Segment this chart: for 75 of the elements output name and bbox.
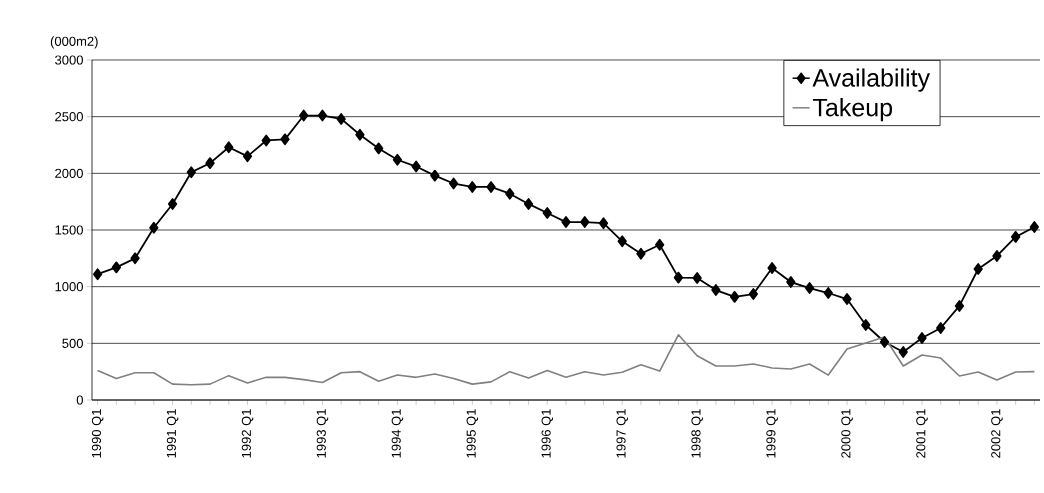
point	[954, 300, 965, 312]
point	[804, 282, 815, 294]
point	[280, 133, 290, 146]
point	[167, 198, 178, 210]
point	[224, 141, 234, 154]
legend-label: Availability	[812, 68, 930, 92]
point	[130, 252, 140, 265]
point	[448, 177, 459, 190]
y-tick-label: 0	[76, 395, 83, 405]
point	[711, 284, 721, 296]
x-tick-label: 2000 Q1	[841, 409, 853, 458]
x-tick-label: 1993 Q1	[316, 409, 329, 458]
point	[299, 109, 309, 122]
point	[411, 160, 421, 173]
point	[617, 235, 627, 248]
x-tick-label: 1990 Q1	[91, 409, 104, 458]
point	[748, 288, 759, 300]
x-tick-label: 1997 Q1	[616, 409, 628, 458]
point	[842, 293, 852, 305]
point	[261, 134, 271, 147]
y-tick-label: 1500	[55, 225, 83, 235]
point	[467, 181, 477, 193]
point	[317, 109, 328, 122]
y-tick-label: 1000	[55, 282, 83, 292]
point	[355, 128, 365, 141]
y-tick-label: 500	[62, 338, 83, 348]
point	[936, 322, 946, 334]
y-axis-title: (000m2)	[50, 36, 98, 49]
legend-label: Takeup	[812, 98, 893, 122]
point	[111, 261, 122, 274]
point	[580, 216, 590, 228]
point	[392, 153, 403, 166]
point	[486, 181, 496, 193]
point	[861, 319, 871, 331]
point	[242, 150, 253, 163]
x-tick-label: 2001 Q1	[916, 409, 928, 458]
point	[186, 166, 196, 179]
point	[149, 221, 159, 234]
x-tick-label: 1991 Q1	[166, 409, 179, 458]
x-tick-label: 1995 Q1	[466, 409, 479, 458]
point	[898, 346, 908, 358]
point	[1011, 231, 1021, 243]
point	[692, 272, 702, 284]
point	[823, 287, 833, 299]
point	[729, 290, 740, 303]
y-tick-label: 2500	[55, 112, 83, 122]
point	[879, 336, 890, 348]
point	[973, 263, 983, 275]
x-tick-label: 1996 Q1	[541, 409, 554, 458]
line-series	[96, 334, 1036, 386]
point	[561, 216, 571, 228]
point	[523, 198, 534, 210]
y-tick-label: 3000	[55, 55, 83, 65]
point	[673, 271, 684, 284]
point	[1029, 221, 1040, 233]
x-tick-label: 1994 Q1	[391, 409, 404, 458]
point	[92, 268, 103, 281]
point	[598, 217, 609, 230]
point	[205, 157, 215, 170]
point	[636, 247, 646, 260]
x-tick-label: 1992 Q1	[241, 409, 254, 458]
point	[430, 169, 440, 182]
point	[655, 238, 665, 251]
point	[542, 207, 552, 219]
point	[767, 262, 777, 274]
point	[992, 250, 1002, 262]
point	[374, 142, 384, 155]
x-tick-label: 1999 Q1	[766, 409, 778, 458]
point	[786, 276, 796, 288]
x-tick-label: 2002 Q1	[991, 409, 1003, 458]
point	[336, 113, 346, 125]
x-tick-label: 1998 Q1	[691, 409, 703, 458]
y-tick-label: 2000	[55, 168, 83, 178]
point	[917, 332, 927, 344]
point	[505, 187, 515, 200]
